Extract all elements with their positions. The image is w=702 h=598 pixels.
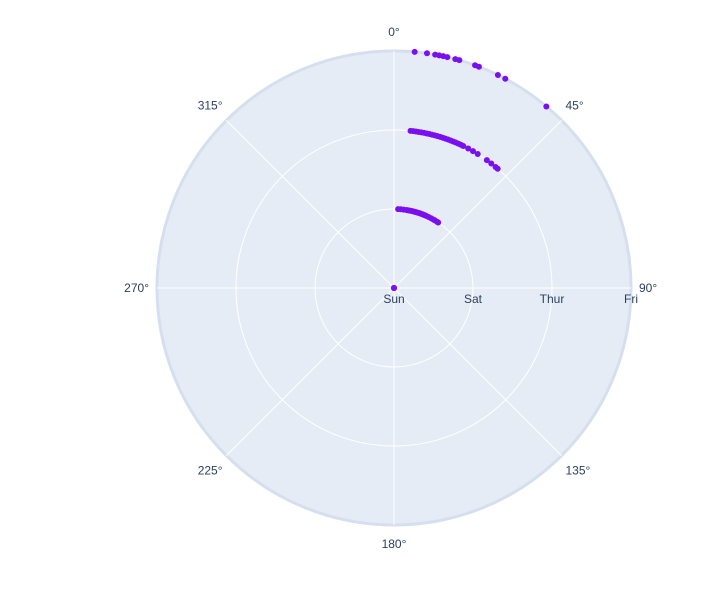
angular-gridline: [226, 120, 395, 289]
data-point[interactable]: [423, 50, 430, 57]
radial-tick-label: Sat: [464, 292, 483, 306]
radial-tick-label: Fri: [624, 292, 638, 306]
angular-tick-label: 135°: [565, 463, 590, 477]
data-point[interactable]: [391, 285, 397, 291]
polar-gridlines: [157, 51, 631, 525]
angular-tick-label: 315°: [198, 99, 223, 113]
radial-tick-label: Sun: [383, 292, 404, 306]
radial-tick-label: Thur: [540, 292, 565, 306]
data-point[interactable]: [494, 71, 501, 78]
angular-gridline: [226, 287, 395, 456]
data-point[interactable]: [488, 160, 495, 167]
angular-tick-labels: 0° 45° 90° 135° 180° 225° 270° 315°: [124, 25, 657, 551]
data-point[interactable]: [474, 151, 481, 158]
data-point[interactable]: [494, 165, 501, 172]
data-point[interactable]: [465, 145, 472, 152]
angular-tick-label: 45°: [565, 99, 583, 113]
angular-gridline: [393, 120, 562, 289]
data-point[interactable]: [543, 103, 550, 110]
data-point[interactable]: [444, 54, 451, 61]
data-point[interactable]: [470, 148, 476, 155]
angular-tick-label: 0°: [388, 25, 400, 39]
data-point[interactable]: [483, 157, 490, 164]
angular-tick-label: 90°: [639, 281, 657, 295]
radial-tick-labels: Sun Sat Thur Fri: [383, 292, 638, 306]
data-point[interactable]: [456, 57, 463, 64]
data-point[interactable]: [475, 63, 482, 70]
data-point[interactable]: [411, 48, 418, 55]
angular-gridline: [393, 287, 562, 456]
angular-tick-label: 270°: [124, 281, 149, 295]
data-point[interactable]: [460, 142, 467, 149]
data-point[interactable]: [435, 219, 442, 226]
angular-tick-label: 225°: [198, 463, 223, 477]
angular-tick-label: 180°: [382, 537, 407, 551]
data-point[interactable]: [502, 75, 509, 82]
data-points[interactable]: [391, 48, 550, 291]
